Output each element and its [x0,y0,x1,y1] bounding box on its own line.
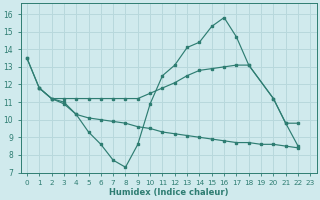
X-axis label: Humidex (Indice chaleur): Humidex (Indice chaleur) [109,188,228,197]
